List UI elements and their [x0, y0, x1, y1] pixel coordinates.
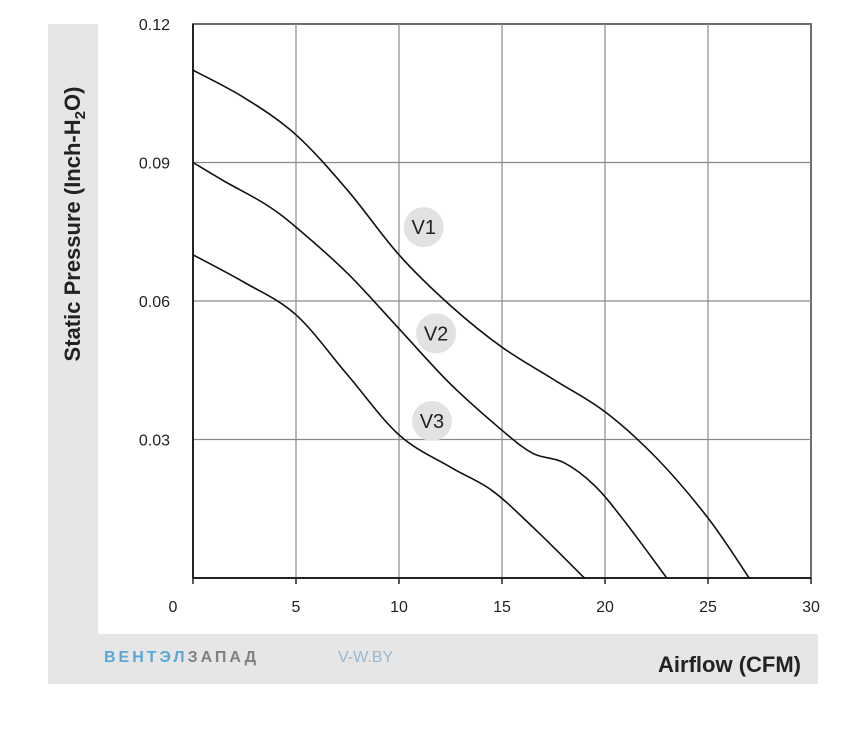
footer-panel	[48, 634, 818, 684]
y-tick-label: 0.09	[139, 156, 170, 173]
x-tick-label: 15	[493, 599, 511, 616]
series-line-v3	[192, 254, 585, 579]
x-tick-label: 5	[292, 599, 301, 616]
series-label-v1: V1	[411, 217, 435, 239]
x-tick-labels: 0 5 10 15 20 25 30	[169, 599, 820, 616]
y-axis-title: Static Pressure (Inch-H2O)	[60, 87, 89, 362]
series-label-v2: V2	[424, 323, 448, 345]
x-tick-label: 25	[699, 599, 717, 616]
x-tick-marks	[192, 578, 812, 584]
y-tick-label: 0.06	[139, 294, 170, 311]
brand-site: V-W.BY	[338, 649, 393, 666]
grid	[193, 24, 811, 578]
series-label-v3: V3	[420, 411, 444, 433]
y-tick-labels: 0.03 0.06 0.09 0.12	[139, 17, 170, 450]
series-badge-v2	[416, 313, 457, 354]
x-tick-label: 0	[169, 599, 178, 616]
series-labels: V1 V2 V3	[403, 207, 457, 442]
series-line-v1	[192, 69, 750, 579]
series-line-v2	[192, 161, 668, 579]
series-badge-v3	[411, 401, 452, 442]
brand-logo: ВЕНТЭЛЗАПАД	[104, 649, 259, 666]
x-tick-label: 20	[596, 599, 614, 616]
y-axis-panel	[48, 24, 98, 684]
y-tick-label: 0.03	[139, 433, 170, 450]
x-tick-label: 30	[802, 599, 820, 616]
x-tick-label: 10	[390, 599, 408, 616]
series-badge-v1	[403, 207, 444, 248]
series-curves	[192, 69, 750, 579]
y-tick-label: 0.12	[139, 17, 170, 34]
x-axis-title: Airflow (CFM)	[658, 652, 801, 677]
